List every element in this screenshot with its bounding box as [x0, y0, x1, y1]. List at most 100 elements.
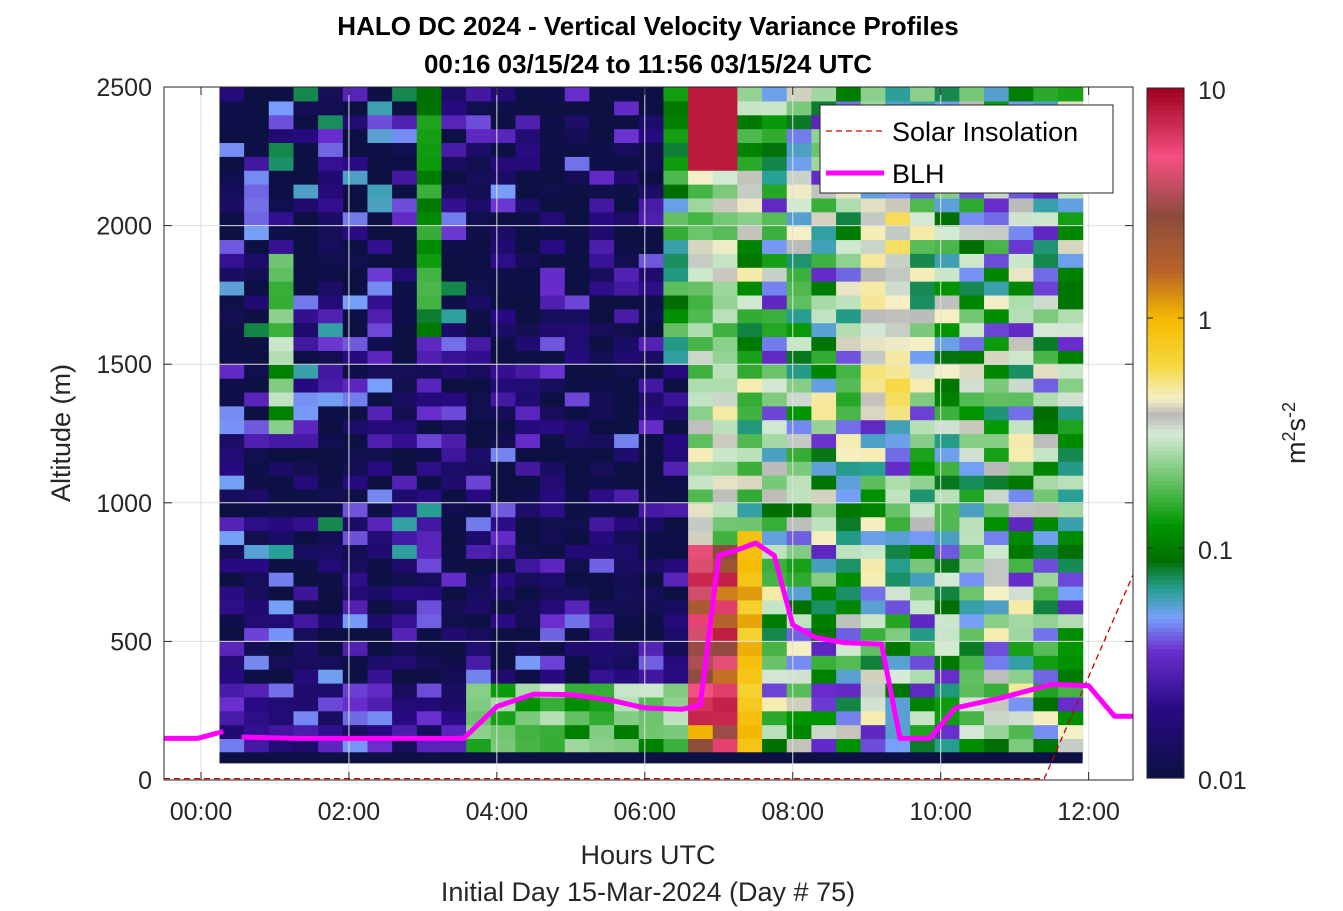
- heatmap-cell: [984, 544, 1010, 559]
- heatmap-cell: [367, 281, 393, 296]
- heatmap-cell: [737, 308, 763, 324]
- heatmap-cell: [318, 516, 344, 532]
- heatmap-cell: [367, 391, 393, 407]
- heatmap-cell: [219, 433, 245, 448]
- heatmap-cell: [515, 114, 541, 130]
- heatmap-cell: [268, 156, 295, 171]
- heatmap-cell: [762, 184, 788, 199]
- heatmap-cell: [441, 100, 467, 116]
- heatmap-cell: [342, 627, 369, 642]
- heatmap-cell: [737, 585, 763, 601]
- colorbar-segment: [1147, 338, 1184, 344]
- heatmap-cell: [910, 669, 936, 684]
- heatmap-cell: [811, 336, 837, 351]
- heatmap-cell: [885, 308, 911, 324]
- colorbar-segment: [1147, 264, 1184, 270]
- x-tick-label: 10:00: [909, 798, 972, 826]
- heatmap-cell: [318, 696, 344, 712]
- heatmap-cell: [638, 461, 665, 476]
- heatmap-cell: [540, 322, 566, 338]
- heatmap-cell: [564, 461, 591, 476]
- heatmap-cell: [1008, 87, 1034, 102]
- heatmap-cell: [367, 475, 393, 490]
- heatmap-cell: [1008, 710, 1034, 726]
- heatmap-cell: [811, 350, 837, 365]
- heatmap-cell: [712, 696, 739, 712]
- heatmap-cell: [712, 682, 739, 698]
- heatmap-cell: [786, 391, 812, 407]
- heatmap-cell: [219, 170, 245, 185]
- heatmap-cell: [589, 585, 615, 601]
- heatmap-cell: [712, 336, 739, 351]
- heatmap-cell: [589, 378, 615, 393]
- heatmap-cell: [614, 572, 640, 587]
- heatmap-cell: [786, 433, 812, 448]
- heatmap-cell: [959, 405, 985, 421]
- heatmap-cell: [688, 142, 714, 157]
- colorbar-segment: [1147, 144, 1184, 149]
- heatmap-cell: [416, 87, 443, 102]
- heatmap-cell: [589, 627, 615, 642]
- heatmap-cell: [1008, 641, 1034, 656]
- colorbar-segment: [1147, 269, 1184, 275]
- heatmap-cell: [540, 585, 566, 601]
- heatmap-cell: [466, 627, 492, 642]
- heatmap-cell: [564, 710, 591, 726]
- heatmap-cell: [984, 641, 1010, 656]
- heatmap-cell: [466, 488, 492, 504]
- heatmap-cell: [490, 433, 517, 448]
- colorbar-segment: [1147, 480, 1184, 486]
- heatmap-cell: [836, 211, 862, 227]
- heatmap-cell: [910, 391, 936, 407]
- heatmap-cell: [268, 87, 295, 102]
- heatmap-cell: [490, 558, 517, 573]
- heatmap-cell: [910, 211, 936, 227]
- heatmap-cell: [1058, 239, 1084, 254]
- heatmap-cell: [268, 516, 295, 532]
- heatmap-cell: [638, 170, 665, 185]
- heatmap-cell: [564, 627, 591, 642]
- heatmap-cell: [934, 336, 960, 351]
- heatmap-cell: [663, 447, 689, 462]
- heatmap-cell: [219, 267, 245, 282]
- heatmap-cell: [614, 682, 640, 698]
- heatmap-cell: [836, 655, 862, 670]
- heatmap-cell: [712, 613, 739, 629]
- heatmap-cell: [688, 544, 714, 559]
- heatmap-cell: [367, 558, 393, 573]
- heatmap-cell: [860, 447, 886, 462]
- heatmap-cell: [564, 502, 591, 518]
- heatmap-cell: [392, 378, 418, 393]
- heatmap-cell: [614, 308, 640, 324]
- heatmap-cell: [540, 447, 566, 462]
- heatmap-cell: [762, 281, 788, 296]
- colorbar-segment: [1147, 213, 1184, 218]
- heatmap-cell: [293, 239, 319, 254]
- heatmap-cell: [860, 294, 886, 310]
- heatmap-cell: [367, 211, 393, 227]
- heatmap-cell: [885, 419, 911, 435]
- heatmap-cell: [589, 100, 615, 116]
- heatmap-cell: [712, 572, 739, 587]
- heatmap-cell: [860, 572, 886, 587]
- heatmap-cell: [219, 100, 245, 116]
- heatmap-cell: [244, 336, 270, 351]
- heatmap-cell: [589, 336, 615, 351]
- heatmap-cell: [762, 253, 788, 268]
- heatmap-cell: [515, 516, 541, 532]
- heatmap-cell: [712, 281, 739, 296]
- heatmap-cell: [885, 322, 911, 338]
- heatmap-cell: [392, 599, 418, 615]
- heatmap-cell: [441, 239, 467, 254]
- heatmap-cell: [1008, 558, 1034, 573]
- heatmap-cell: [416, 669, 443, 684]
- heatmap-cell: [219, 447, 245, 462]
- heatmap-cell: [441, 197, 467, 213]
- heatmap-cell: [589, 669, 615, 684]
- heatmap-cell: [441, 558, 467, 573]
- heatmap-cell: [688, 294, 714, 310]
- heatmap-cell: [910, 419, 936, 435]
- heatmap-cell: [688, 572, 714, 587]
- heatmap-cell: [342, 87, 369, 102]
- heatmap-cell: [737, 710, 763, 726]
